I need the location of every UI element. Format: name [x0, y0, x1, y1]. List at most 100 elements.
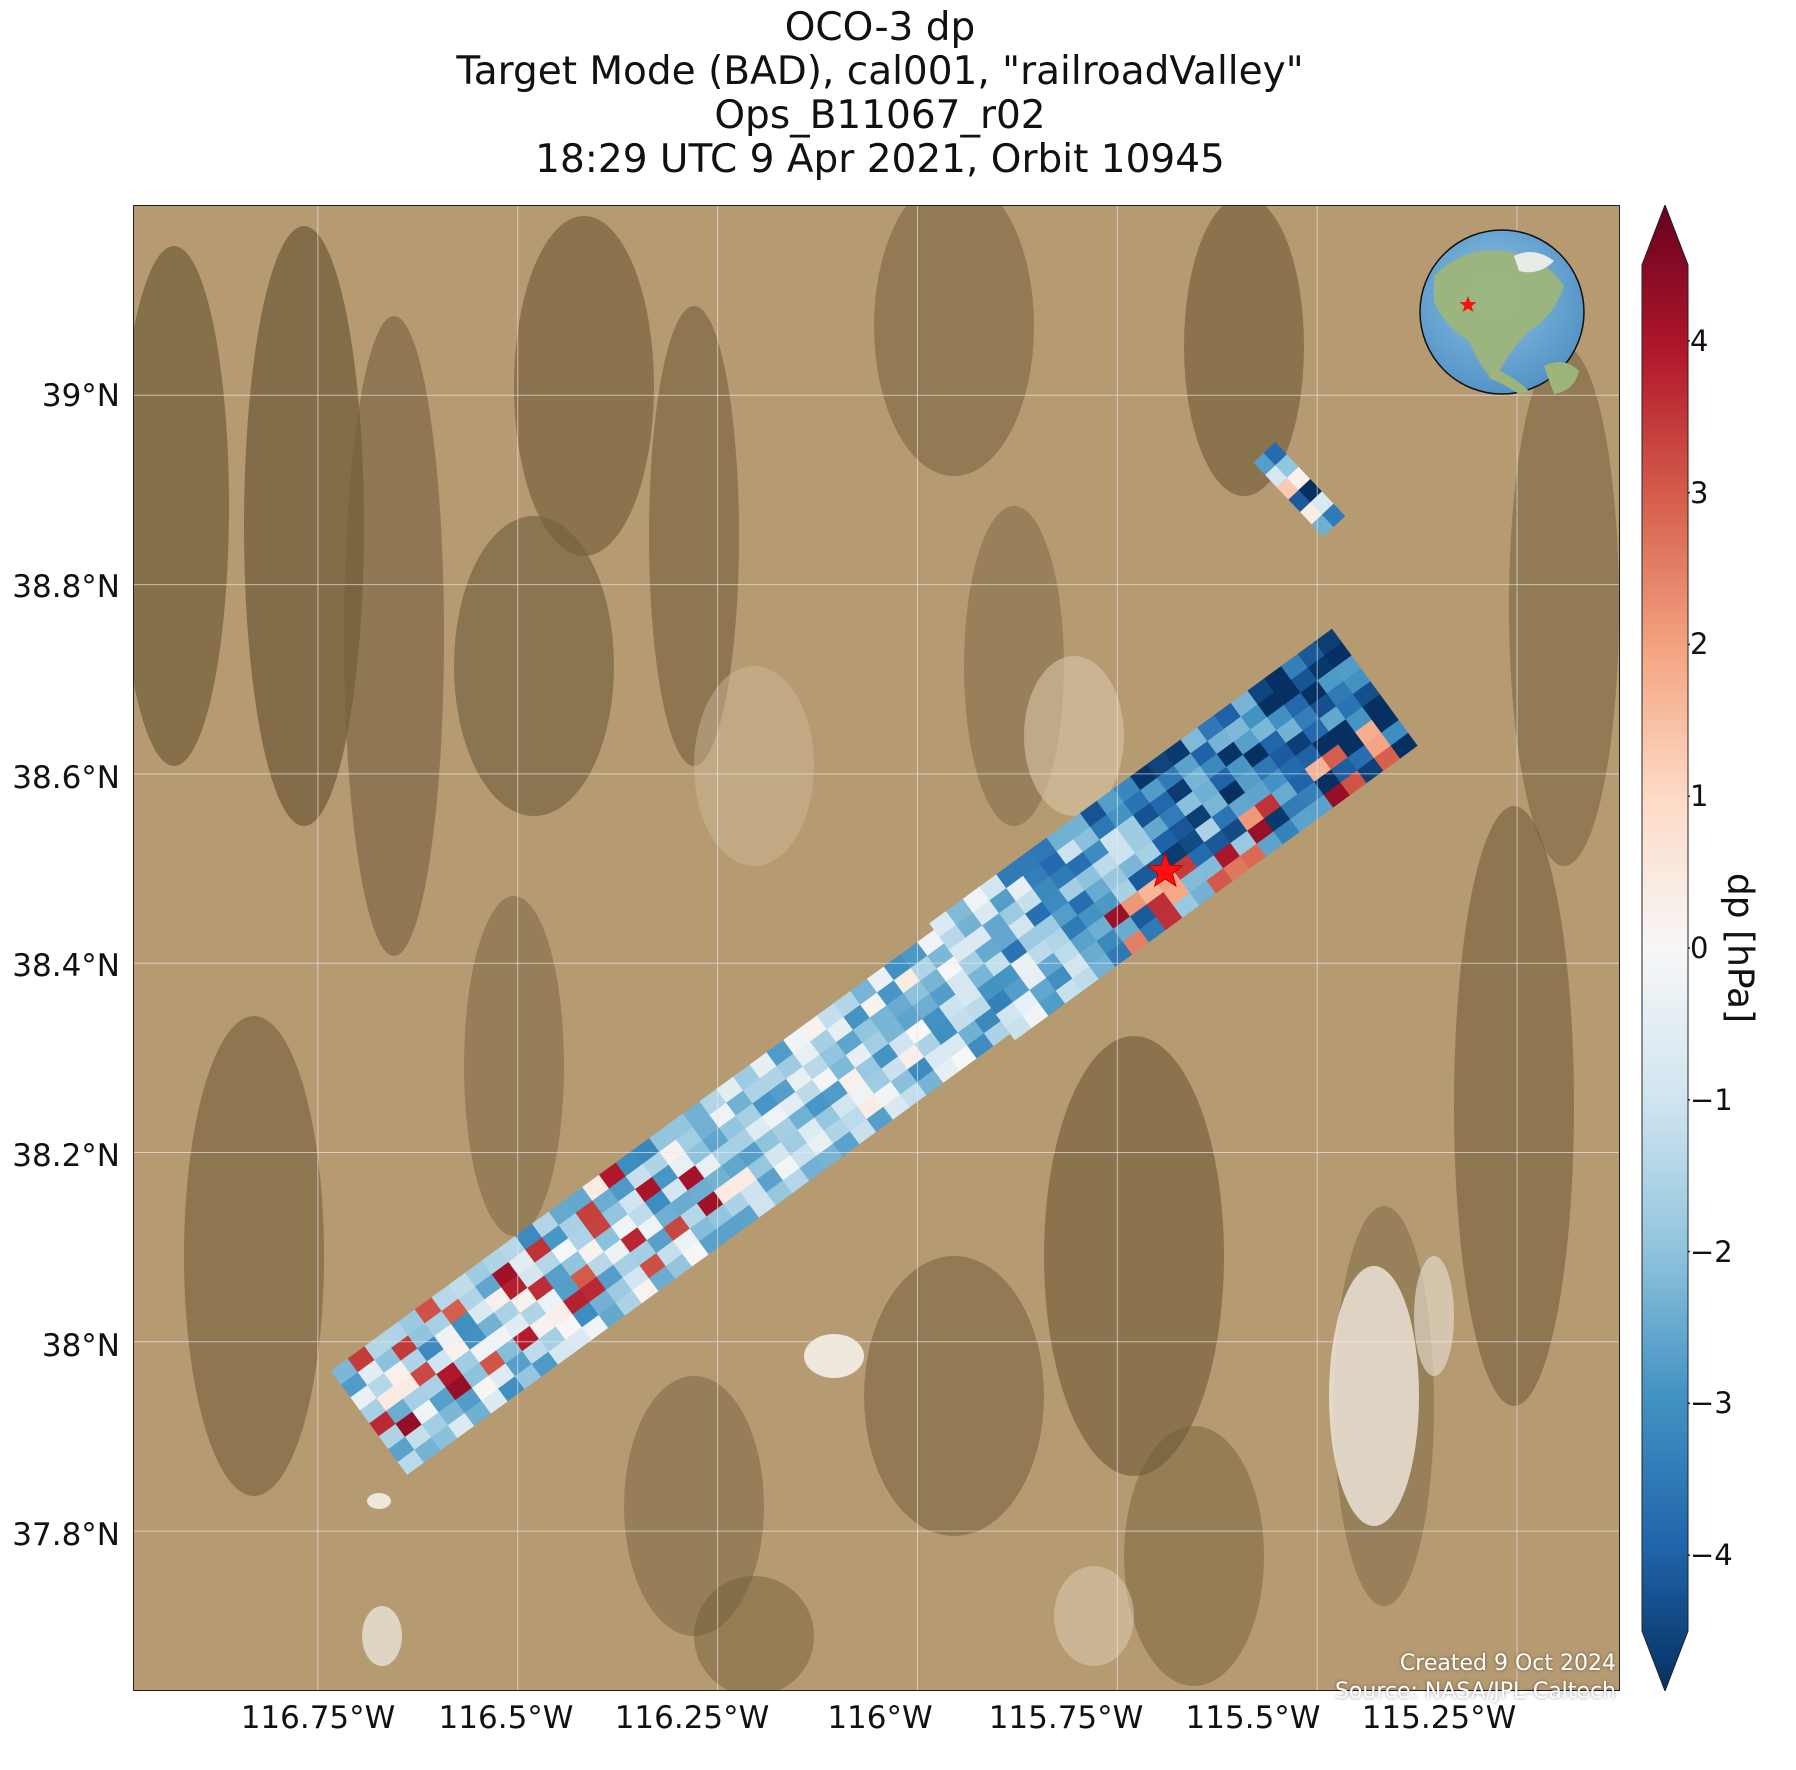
sounding-footprint — [504, 1349, 533, 1377]
sounding-footprint — [787, 1103, 816, 1130]
sounding-footprint — [794, 1078, 823, 1105]
sounding-footprint — [746, 1153, 775, 1180]
sounding-footprint — [1063, 812, 1091, 840]
sounding-footprint — [1230, 690, 1259, 717]
sounding-footprint — [357, 1358, 385, 1386]
sounding-footprint — [641, 1150, 670, 1177]
sounding-footprint — [856, 1092, 885, 1120]
sounding-footprint — [644, 1188, 672, 1216]
sounding-footprint — [940, 1031, 968, 1058]
sounding-footprint — [648, 1264, 676, 1292]
sounding-footprint — [1106, 800, 1134, 828]
sounding-footprint — [1347, 743, 1375, 771]
sounding-footprint — [1371, 706, 1399, 733]
sounding-footprint — [1132, 801, 1160, 829]
sounding-footprint — [491, 1260, 519, 1288]
sounding-footprint — [919, 967, 947, 994]
sounding-footprint — [873, 1080, 901, 1107]
sounding-footprint — [727, 1127, 756, 1154]
lon-tick-label: 115.5°W — [1185, 1700, 1321, 1736]
sounding-footprint — [474, 1272, 502, 1300]
sounding-footprint — [1005, 874, 1034, 901]
sounding-footprint — [1244, 779, 1273, 806]
sounding-footprint — [605, 1276, 633, 1303]
credit-created: Created 9 Oct 2024 — [1399, 1651, 1616, 1676]
sounding-footprint — [627, 1200, 655, 1228]
sounding-footprint — [591, 1187, 620, 1214]
sounding-footprint — [447, 1411, 475, 1439]
sounding-footprint — [617, 1187, 646, 1215]
sounding-footprint — [545, 1300, 574, 1327]
sounding-footprint — [742, 1076, 770, 1104]
sounding-footprint — [571, 1300, 600, 1328]
sounding-footprint — [670, 1189, 698, 1216]
sounding-footprint — [929, 910, 957, 938]
sounding-footprint — [799, 1154, 827, 1181]
sounding-footprint — [1216, 740, 1244, 767]
sounding-footprint — [972, 898, 1000, 926]
lat-tick-label: 38.8°N — [12, 569, 120, 605]
sounding-footprint — [1337, 730, 1366, 758]
sounding-footprint — [500, 1273, 529, 1301]
sounding-footprint — [1229, 829, 1258, 856]
sounding-footprint — [1000, 937, 1029, 965]
target-star-icon[interactable] — [1146, 851, 1184, 888]
sounding-footprint — [1201, 790, 1230, 818]
sounding-footprint — [1079, 939, 1107, 967]
sounding-footprint — [916, 1068, 944, 1096]
sounding-footprint — [945, 967, 974, 995]
lat-tick-label: 38°N — [41, 1328, 120, 1364]
sounding-footprint — [1286, 466, 1311, 491]
colorbar-label: dp [hPa] — [1719, 872, 1761, 1024]
sounding-footprint — [493, 1298, 521, 1326]
sounding-footprint — [796, 1116, 825, 1143]
sounding-footprint — [1189, 879, 1217, 906]
sounding-footprint — [1223, 715, 1252, 742]
sounding-footprint — [1009, 950, 1038, 978]
sounding-footprint — [930, 1018, 959, 1045]
sounding-footprint — [1050, 900, 1079, 928]
sounding-footprint — [993, 962, 1021, 990]
sounding-footprint — [1306, 793, 1334, 820]
colorbar-tick-label: 3 — [1690, 475, 1709, 510]
sounding-footprint — [1311, 730, 1340, 757]
sounding-footprint — [1363, 731, 1392, 758]
sounding-footprint — [1108, 838, 1136, 866]
sounding-footprint — [1320, 742, 1349, 770]
sounding-footprint — [1309, 691, 1337, 719]
colorbar-tick-label: −1 — [1690, 1082, 1733, 1117]
sounding-footprint — [431, 1284, 460, 1312]
sounding-footprint — [1361, 693, 1390, 720]
sounding-footprint — [753, 1127, 782, 1155]
sounding-footprint — [1007, 912, 1036, 940]
sounding-footprint — [816, 1002, 845, 1030]
map-canvas[interactable] — [134, 206, 1620, 1691]
sounding-footprint — [718, 1114, 746, 1141]
sounding-footprint — [612, 1251, 641, 1278]
sounding-footprint — [830, 1091, 859, 1119]
sounding-footprint — [979, 873, 1008, 901]
sounding-footprint — [763, 1140, 792, 1168]
sounding-footprint — [1194, 815, 1222, 843]
sounding-footprint — [1158, 802, 1187, 829]
sounding-footprint — [954, 980, 983, 1008]
sounding-footprint — [1297, 641, 1326, 668]
map-panel[interactable] — [133, 205, 1620, 1691]
sounding-footprint — [923, 1043, 952, 1071]
sounding-footprint — [430, 1423, 459, 1451]
sounding-footprint — [799, 1014, 828, 1042]
sounding-footprint — [722, 1190, 751, 1218]
sounding-footprint — [464, 1259, 493, 1287]
sounding-footprint — [421, 1410, 449, 1438]
sounding-footprint — [832, 1129, 861, 1157]
sounding-footprint — [1335, 692, 1364, 720]
sounding-footprint — [1002, 975, 1031, 1003]
sounding-footprint — [521, 1337, 550, 1365]
sounding-footprint — [1290, 666, 1319, 693]
sounding-footprint — [912, 992, 940, 1020]
colorbar-tick-label: 4 — [1690, 323, 1709, 358]
sounding-footprint — [1004, 1013, 1033, 1041]
sounding-footprint — [514, 1362, 542, 1390]
sounding-footprint — [1180, 726, 1209, 754]
sounding-footprint — [1074, 863, 1103, 891]
